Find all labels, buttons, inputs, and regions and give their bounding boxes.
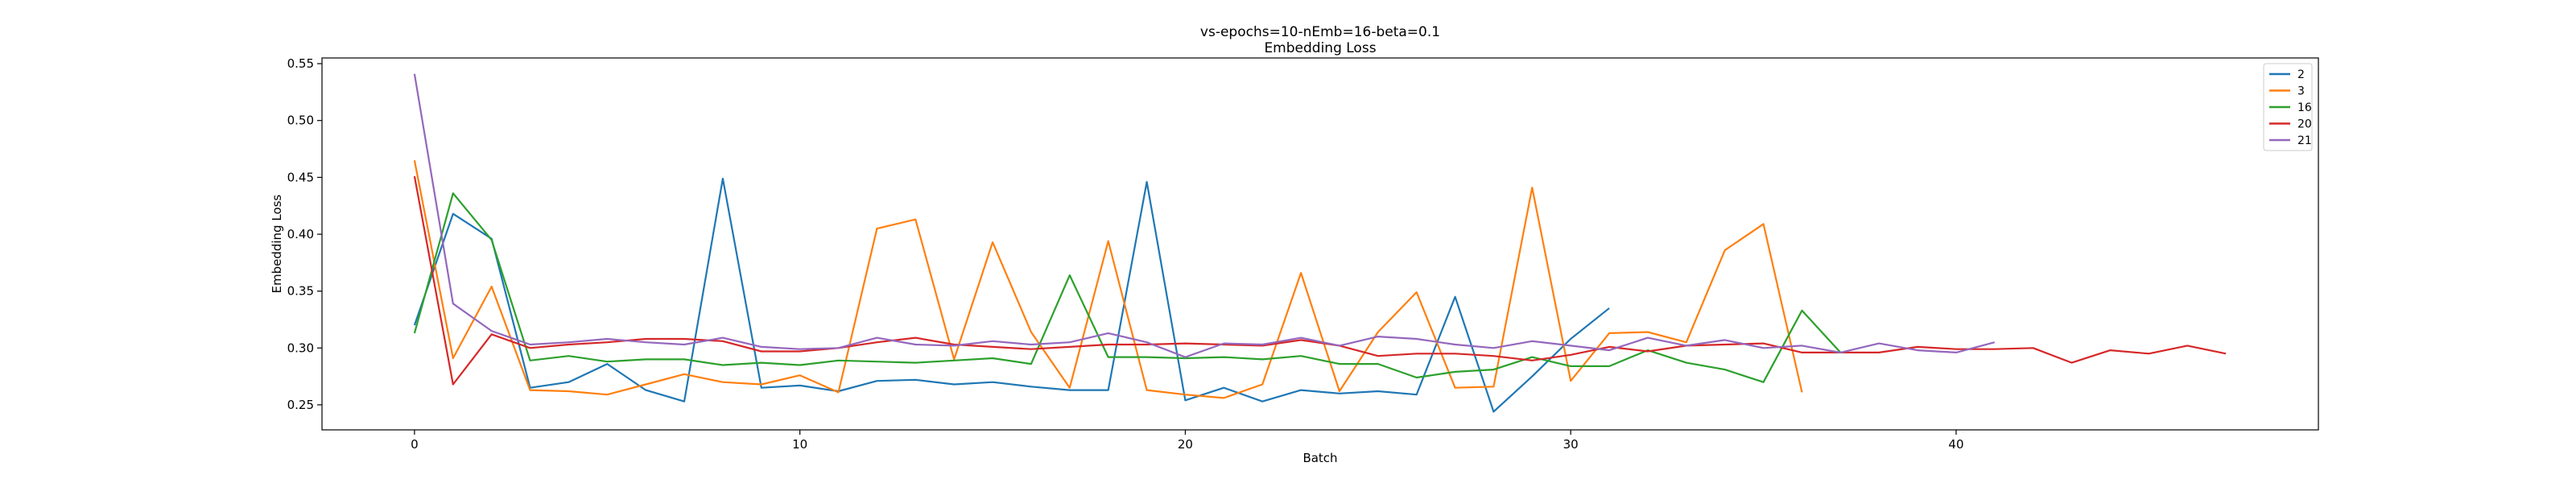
series-line-2 [413, 177, 1610, 413]
x-tick-label: 30 [1563, 437, 1579, 452]
x-tick-label: 20 [1178, 437, 1193, 452]
chart-title: vs-epochs=10-nEmb=16-beta=0.1 [1200, 24, 1440, 40]
y-tick-label: 0.30 [287, 341, 314, 355]
y-axis-label: Embedding Loss [270, 194, 284, 293]
x-axis: 0 10 20 30 40 [411, 430, 1964, 452]
legend-label-21: 21 [2297, 134, 2312, 147]
y-axis: 0.25 0.30 0.35 0.40 0.45 0.50 0.55 [287, 56, 322, 412]
x-axis-label: Batch [1302, 451, 1337, 465]
chart-subtitle: Embedding Loss [1264, 40, 1376, 56]
legend-label-20: 20 [2297, 118, 2312, 131]
x-tick-label: 40 [1948, 437, 1963, 452]
legend-label-3: 3 [2297, 85, 2305, 98]
legend-label-16: 16 [2297, 101, 2312, 114]
chart-titles: vs-epochs=10-nEmb=16-beta=0.1 Embedding … [1200, 24, 1440, 56]
y-tick-label: 0.45 [287, 170, 314, 184]
x-tick-label: 10 [792, 437, 807, 452]
series-line-21 [413, 73, 1996, 358]
series-line-16 [413, 192, 1842, 383]
y-tick-label: 0.35 [287, 284, 314, 299]
y-tick-label: 0.40 [287, 227, 314, 242]
plot-area-frame [321, 57, 2319, 431]
y-tick-label: 0.50 [287, 114, 314, 128]
legend: 2 3 16 20 21 [2263, 63, 2313, 151]
x-tick-label: 0 [411, 437, 419, 452]
y-tick-label: 0.55 [287, 56, 314, 71]
series-layer [413, 73, 2227, 413]
series-line-20 [413, 175, 2227, 386]
y-tick-label: 0.25 [287, 398, 314, 412]
legend-label-2: 2 [2297, 68, 2305, 81]
series-line-3 [413, 159, 1803, 399]
